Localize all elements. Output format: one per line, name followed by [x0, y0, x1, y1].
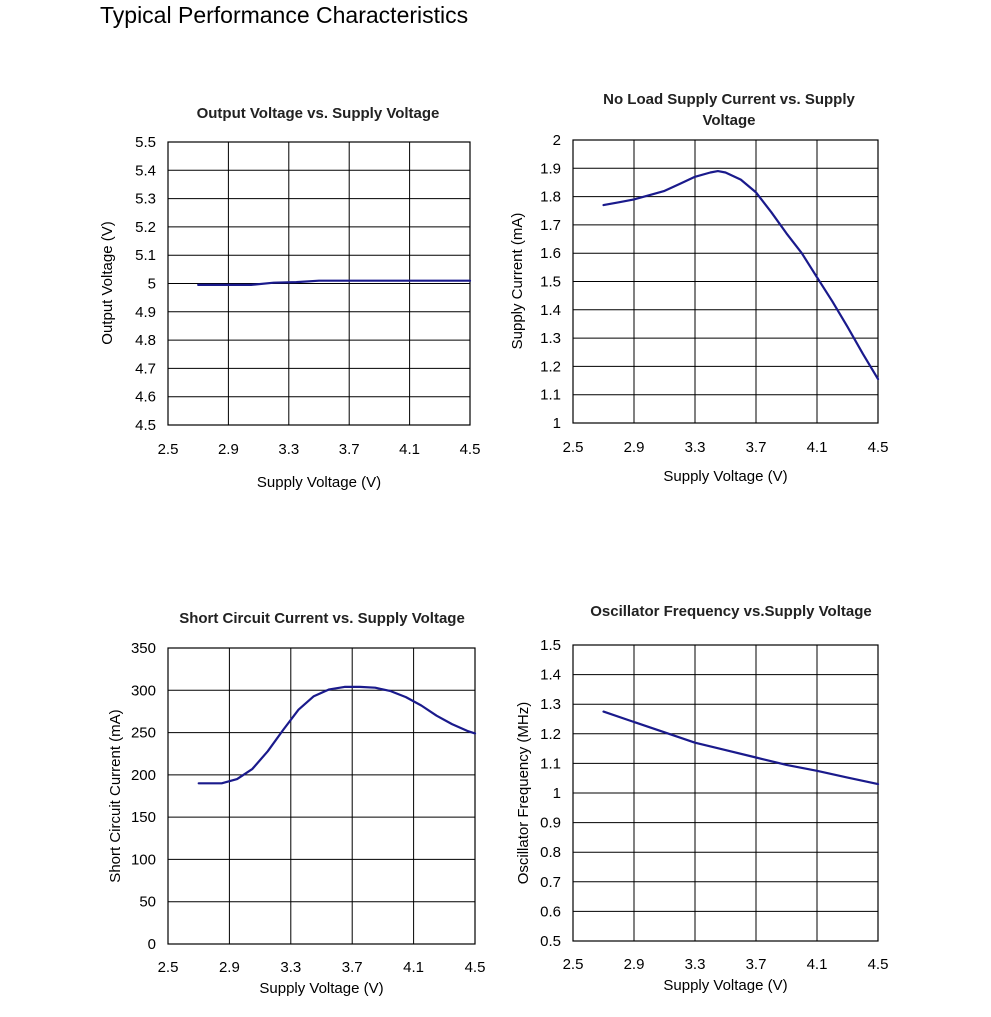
x-tick-label: 3.3	[685, 439, 706, 456]
x-tick-label: 4.5	[465, 959, 486, 976]
y-tick-label: 1.4	[540, 667, 561, 684]
y-tick-label: 250	[131, 725, 156, 742]
y-tick-label: 4.7	[135, 360, 156, 377]
x-tick-label: 4.1	[807, 439, 828, 456]
y-tick-label: 0.7	[540, 874, 561, 891]
y-tick-label: 1.7	[540, 217, 561, 234]
y-tick-label: 1.1	[540, 387, 561, 404]
chart-4: Oscillator Frequency vs.Supply Voltage 2.…	[515, 603, 888, 994]
y-tick-label: 1.6	[540, 245, 561, 262]
y-tick-label: 1.3	[540, 696, 561, 713]
x-tick-label: 3.7	[339, 441, 360, 458]
x-tick-label: 3.7	[746, 439, 767, 456]
y-axis-label: Oscillator Frequency (MHz)	[515, 702, 532, 885]
y-tick-label: 350	[131, 640, 156, 657]
x-tick-label: 3.3	[685, 956, 706, 973]
plot-frame	[572, 644, 879, 942]
x-tick-label: 2.5	[158, 441, 179, 458]
x-tick-label: 2.9	[219, 959, 240, 976]
x-tick-label: 2.9	[624, 439, 645, 456]
chart-title: Oscillator Frequency vs.Supply Voltage	[590, 603, 871, 620]
y-tick-label: 300	[131, 682, 156, 699]
x-tick-label: 2.5	[563, 439, 584, 456]
x-axis-label: Supply Voltage (V)	[257, 474, 381, 491]
x-tick-label: 3.3	[280, 959, 301, 976]
series-line	[602, 710, 880, 786]
x-tick-label: 2.9	[218, 441, 239, 458]
x-axis-label: Supply Voltage (V)	[259, 980, 383, 997]
y-axis-label: Output Voltage (V)	[99, 221, 116, 344]
chart-2: No Load Supply Current vs. Supply Voltage…	[509, 91, 888, 485]
x-tick-label: 4.1	[399, 441, 420, 458]
x-tick-label: 2.5	[158, 959, 179, 976]
y-tick-label: 1.5	[540, 274, 561, 291]
y-tick-label: 1.2	[540, 726, 561, 743]
plot-frame	[167, 141, 471, 426]
y-axis-label: Short Circuit Current (mA)	[107, 709, 124, 882]
y-tick-label: 5.4	[135, 162, 156, 179]
y-tick-label: 5.1	[135, 247, 156, 264]
y-tick-label: 0.6	[540, 903, 561, 920]
y-tick-label: 1.1	[540, 755, 561, 772]
y-tick-label: 0.9	[540, 815, 561, 832]
y-tick-label: 1.8	[540, 189, 561, 206]
y-tick-label: 1	[553, 415, 561, 432]
y-tick-label: 0	[148, 936, 156, 953]
x-tick-label: 3.7	[342, 959, 363, 976]
y-tick-label: 4.6	[135, 389, 156, 406]
chart-title: No Load Supply Current vs. Supply	[603, 91, 855, 108]
series-line	[602, 170, 880, 381]
x-tick-label: 4.1	[807, 956, 828, 973]
x-tick-label: 4.5	[868, 439, 889, 456]
y-tick-label: 4.9	[135, 304, 156, 321]
y-tick-label: 1.2	[540, 358, 561, 375]
chart-3: Short Circuit Current vs. Supply Voltage…	[107, 610, 485, 997]
y-tick-label: 1	[553, 785, 561, 802]
y-tick-label: 1.5	[540, 637, 561, 654]
x-tick-label: 3.3	[278, 441, 299, 458]
y-tick-label: 0.8	[540, 844, 561, 861]
chart-1: Output Voltage vs. Supply Voltage 2.5 2.9 3…	[99, 105, 480, 491]
x-tick-label: 2.5	[563, 956, 584, 973]
y-tick-label: 1.9	[540, 160, 561, 177]
series-line	[197, 685, 477, 785]
page-title: Typical Performance Characteristics	[100, 2, 469, 28]
chart-title: Output Voltage vs. Supply Voltage	[197, 105, 440, 122]
y-tick-label: 0.5	[540, 933, 561, 950]
y-tick-label: 150	[131, 809, 156, 826]
y-tick-label: 4.8	[135, 332, 156, 349]
x-tick-label: 4.1	[403, 959, 424, 976]
y-tick-label: 5.5	[135, 134, 156, 151]
y-tick-label: 2	[553, 132, 561, 149]
chart-title: Short Circuit Current vs. Supply Voltage	[179, 610, 465, 627]
y-tick-label: 5.3	[135, 191, 156, 208]
y-tick-label: 4.5	[135, 417, 156, 434]
x-axis-label: Supply Voltage (V)	[663, 468, 787, 485]
x-axis-label: Supply Voltage (V)	[663, 977, 787, 994]
series-line	[197, 279, 472, 286]
y-tick-label: 5.2	[135, 219, 156, 236]
x-tick-label: 3.7	[746, 956, 767, 973]
chart-title: Voltage	[702, 112, 755, 129]
y-tick-label: 200	[131, 767, 156, 784]
x-tick-label: 2.9	[624, 956, 645, 973]
y-tick-label: 1.3	[540, 330, 561, 347]
y-tick-label: 1.4	[540, 302, 561, 319]
y-tick-label: 100	[131, 851, 156, 868]
plot-frame	[167, 647, 476, 945]
plot-frame	[572, 139, 879, 424]
x-tick-label: 4.5	[868, 956, 889, 973]
y-axis-label: Supply Current (mA)	[509, 213, 526, 350]
y-tick-label: 50	[139, 894, 156, 911]
y-tick-label: 5	[148, 276, 156, 293]
x-tick-label: 4.5	[460, 441, 481, 458]
